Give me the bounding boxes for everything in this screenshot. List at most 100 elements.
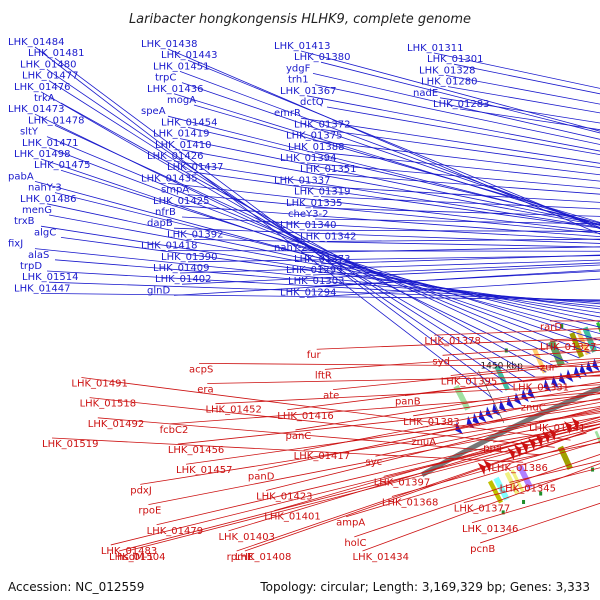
forward-label-line bbox=[447, 86, 600, 114]
forward-label-line bbox=[173, 227, 600, 244]
forward-gene-arrow bbox=[543, 379, 552, 392]
forward-gene-label: emrR bbox=[274, 108, 301, 119]
reverse-feature-block bbox=[594, 430, 600, 445]
forward-label-line bbox=[306, 162, 600, 189]
reverse-gene-label: pcnB bbox=[470, 544, 495, 555]
forward-label-line bbox=[306, 278, 600, 298]
reverse-gene-label: LHK_01397 bbox=[374, 477, 430, 488]
reverse-gene-label: LHK_01417 bbox=[294, 451, 350, 462]
reverse-gene-label: rpoE bbox=[138, 506, 161, 517]
forward-label-line bbox=[179, 205, 600, 238]
forward-label-line bbox=[167, 115, 600, 225]
reverse-gene-label: ampA bbox=[336, 518, 365, 529]
forward-label-line bbox=[300, 185, 600, 203]
forward-gene-label: mogA bbox=[167, 95, 196, 106]
forward-gene-arrow bbox=[472, 412, 481, 426]
gc-mark bbox=[522, 499, 526, 504]
reverse-label-line bbox=[383, 423, 600, 477]
genome-backbone bbox=[420, 385, 600, 478]
reverse-gene-label: LHK_01345 bbox=[500, 483, 556, 494]
reverse-label-line bbox=[295, 381, 600, 431]
forward-gene-label: LHK_01311 bbox=[407, 43, 463, 54]
forward-label-line bbox=[306, 95, 600, 152]
forward-label-line bbox=[34, 46, 492, 398]
forward-gene-label: trh1 bbox=[288, 75, 309, 86]
reverse-gene-arrow bbox=[535, 434, 543, 447]
reverse-gene-label: syd bbox=[433, 356, 450, 367]
forward-gene-label: LHK_01478 bbox=[28, 115, 84, 126]
forward-gene-label: speA bbox=[141, 106, 166, 117]
forward-gene-label: LHK_01437 bbox=[167, 162, 223, 173]
reverse-gene-label: rarD bbox=[540, 322, 562, 333]
forward-gene-label: pabA bbox=[8, 171, 34, 182]
forward-gene-label: alaS bbox=[28, 250, 49, 261]
reverse-gene-label: LHK_01491 bbox=[71, 378, 127, 389]
reverse-gene-label: LHK_01504 bbox=[109, 552, 165, 563]
forward-gene-label: LHK_01390 bbox=[161, 252, 217, 263]
forward-label-line bbox=[54, 192, 600, 328]
forward-gene-label: nahY-2 bbox=[274, 243, 308, 254]
forward-gene-label: LHK_01426 bbox=[147, 151, 203, 162]
forward-label-line bbox=[326, 173, 600, 195]
reverse-gene-label: LHK_01408 bbox=[235, 552, 291, 563]
reverse-gene-label: holC bbox=[344, 538, 366, 549]
reverse-gene-label: LHK_01341 bbox=[529, 423, 585, 434]
forward-gene-label: LHK_01283 bbox=[433, 99, 489, 110]
forward-label-line bbox=[48, 80, 525, 383]
forward-label-line bbox=[60, 102, 547, 373]
reverse-gene-label: ppa bbox=[483, 443, 502, 454]
forward-label-line bbox=[48, 281, 600, 302]
tick-line bbox=[478, 370, 505, 423]
forward-gene-label: LHK_01280 bbox=[421, 77, 477, 88]
reverse-gene-label: LHK_01457 bbox=[176, 465, 232, 476]
forward-label-line bbox=[40, 225, 600, 314]
reverse-gene-label: LHK_01403 bbox=[218, 532, 274, 543]
forward-label-line bbox=[320, 196, 600, 210]
reverse-gene-label: LHK_01452 bbox=[205, 405, 261, 416]
forward-label-line bbox=[314, 84, 600, 145]
forward-label-line bbox=[34, 248, 600, 307]
forward-gene-arrow bbox=[506, 396, 515, 409]
forward-gene-label: nadE bbox=[413, 88, 438, 99]
forward-gene-label: LHK_01443 bbox=[161, 50, 217, 61]
forward-gene-label: LHK_01335 bbox=[286, 198, 342, 209]
reverse-gene-label: pdxJ bbox=[130, 485, 152, 496]
reverse-gene-label: LHK_01395 bbox=[441, 376, 497, 387]
forward-gene-label: LHK_01481 bbox=[28, 48, 84, 59]
forward-label-line bbox=[320, 254, 600, 265]
reverse-gene-label: LHK_01368 bbox=[382, 498, 438, 509]
reverse-gene-arrow bbox=[477, 462, 486, 476]
forward-label-line bbox=[300, 246, 600, 253]
forward-gene-label: LHK_01372 bbox=[294, 119, 350, 130]
reverse-label-line bbox=[51, 437, 524, 463]
reverse-gene-label: LHK_01483 bbox=[101, 546, 157, 557]
forward-gene-label: nfrB bbox=[155, 207, 176, 218]
tick-label: 1450 kbp bbox=[480, 362, 523, 372]
forward-label-line bbox=[445, 75, 600, 105]
forward-gene-label: LHK_01480 bbox=[20, 59, 76, 70]
reverse-label-line bbox=[413, 386, 600, 417]
forward-gene-label: smpA bbox=[161, 185, 189, 196]
reverse-label-line bbox=[471, 484, 600, 524]
forward-gene-label: trxB bbox=[14, 216, 35, 227]
reverse-gene-label: lftR bbox=[315, 370, 332, 381]
forward-gene-label: LHK_01337 bbox=[274, 175, 330, 186]
reverse-gene-label: panB bbox=[395, 397, 421, 408]
map-title: Laribacter hongkongensis HLHK9, complete… bbox=[129, 12, 471, 27]
forward-label-line bbox=[320, 129, 600, 169]
reverse-gene-label: panD bbox=[248, 471, 275, 482]
reverse-label-line bbox=[199, 362, 600, 368]
reverse-label-line bbox=[463, 467, 600, 503]
forward-label-line bbox=[181, 149, 600, 226]
reverse-gene-label: LHK_01383 bbox=[403, 417, 459, 428]
reverse-gene-arrow bbox=[564, 421, 572, 434]
forward-label-line bbox=[54, 259, 600, 305]
forward-gene-label: LHK_01340 bbox=[280, 220, 336, 231]
forward-label-line bbox=[300, 117, 600, 164]
forward-label-line bbox=[179, 71, 600, 228]
forward-label-line bbox=[193, 171, 600, 229]
forward-label-line bbox=[60, 237, 600, 310]
forward-label-line bbox=[46, 136, 580, 359]
